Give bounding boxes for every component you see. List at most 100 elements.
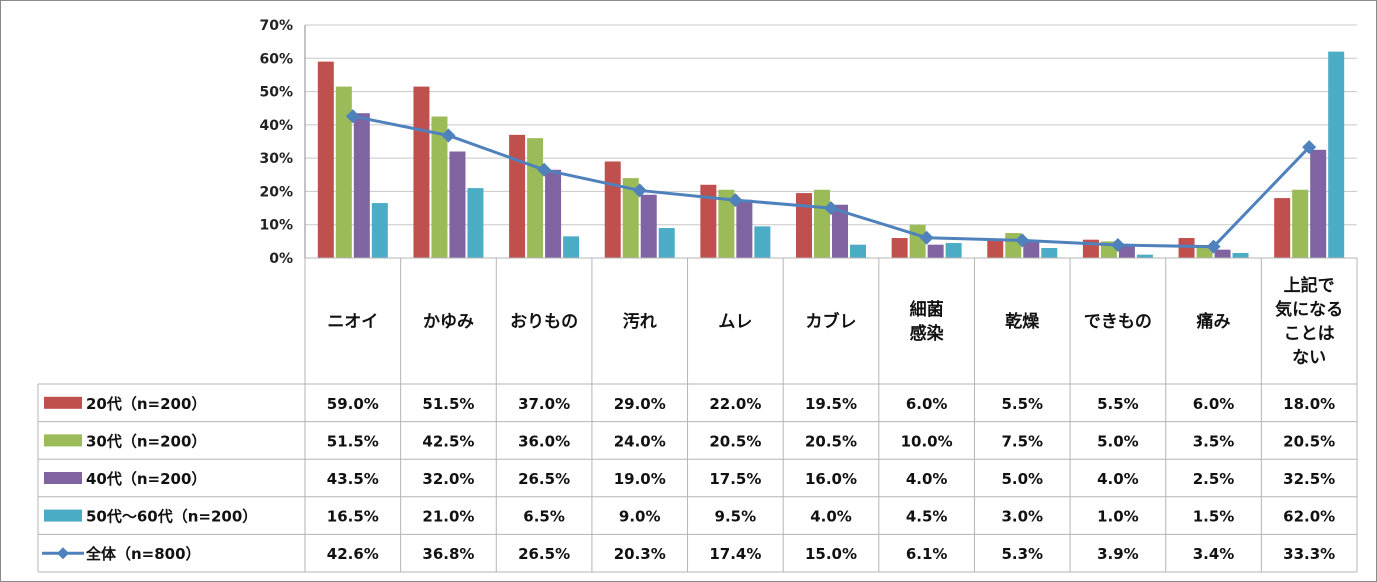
bar-series-2-cat-1 <box>449 151 466 258</box>
line-point-cat-8 <box>1110 238 1125 253</box>
category-label: 痛み <box>1197 311 1231 332</box>
y-tick-label: 10% <box>259 218 293 234</box>
table-cell: 29.0% <box>614 395 666 413</box>
bar-series-3-cat-2 <box>563 236 580 258</box>
table-cell: 9.0% <box>619 508 661 526</box>
bar-series-0-cat-2 <box>509 134 526 258</box>
table-cell: 5.0% <box>1001 470 1043 488</box>
table-cell: 4.0% <box>906 470 948 488</box>
line-point-cat-2 <box>537 162 552 177</box>
bar-series-1-cat-2 <box>527 138 544 258</box>
table-cell: 17.4% <box>709 545 761 563</box>
category-label: できもの <box>1084 312 1152 332</box>
bar-series-0-cat-7 <box>987 239 1004 258</box>
table-cell: 42.5% <box>422 432 474 450</box>
table-cell: 33.3% <box>1283 545 1335 563</box>
category-label: 気になる <box>1274 299 1343 320</box>
legend-key-marker <box>57 547 69 560</box>
y-tick-label: 30% <box>259 151 293 167</box>
y-tick-label: 70% <box>259 18 293 34</box>
table-cell: 20.5% <box>805 432 857 450</box>
legend-key-bar-2 <box>44 472 82 484</box>
bar-series-1-cat-9 <box>1196 246 1213 258</box>
category-label: ニオイ <box>327 312 378 332</box>
bar-series-3-cat-4 <box>754 226 771 258</box>
table-cell: 6.0% <box>1193 395 1235 413</box>
line-point-cat-3 <box>632 183 647 198</box>
table-cell: 5.5% <box>1097 395 1139 413</box>
bar-series-2-cat-5 <box>832 204 848 258</box>
bar-series-1-cat-10 <box>1292 189 1309 258</box>
table-cell: 3.9% <box>1097 545 1139 563</box>
bar-series-0-cat-6 <box>891 238 908 258</box>
category-label: ムレ <box>718 312 752 332</box>
bar-series-2-cat-8 <box>1118 244 1135 258</box>
line-point-cat-10 <box>1302 140 1317 155</box>
table-cell: 22.0% <box>709 395 761 413</box>
category-label: 汚れ <box>623 311 657 332</box>
category-label: カブレ <box>806 311 857 332</box>
category-label: ない <box>1292 348 1326 368</box>
legend-key-bar-0 <box>44 396 82 409</box>
table-cell: 3.5% <box>1193 432 1235 450</box>
category-label: 上記で <box>1284 275 1335 296</box>
table-cell: 24.0% <box>614 432 666 450</box>
table-cell: 9.5% <box>715 508 757 526</box>
category-label: 乾燥 <box>1005 311 1040 332</box>
bar-series-3-cat-8 <box>1136 254 1153 258</box>
bar-series-3-cat-5 <box>850 244 866 258</box>
y-tick-label: 40% <box>259 118 293 134</box>
bar-series-3-cat-7 <box>1041 248 1058 258</box>
bar-series-1-cat-5 <box>814 189 830 258</box>
table-cell: 26.5% <box>518 470 570 488</box>
table-cell: 21.0% <box>422 508 474 526</box>
table-cell: 5.0% <box>1097 432 1139 450</box>
bar-series-0-cat-10 <box>1274 198 1291 258</box>
table-cell: 32.0% <box>422 470 474 488</box>
y-tick-label: 0% <box>269 251 293 267</box>
y-tick-label: 60% <box>259 51 293 67</box>
bar-series-1-cat-0 <box>335 86 352 258</box>
category-label: かゆみ <box>423 312 474 332</box>
bar-series-1-cat-6 <box>909 224 926 258</box>
table-cell: 5.3% <box>1001 545 1043 563</box>
bar-series-2-cat-3 <box>640 194 657 258</box>
category-label: 細菌 <box>910 299 944 320</box>
bar-series-1-cat-1 <box>431 116 448 259</box>
y-tick-label: 50% <box>259 85 293 101</box>
bar-series-0-cat-4 <box>700 184 717 258</box>
bar-series-0-cat-9 <box>1178 238 1195 258</box>
bar-series-0-cat-5 <box>796 193 812 258</box>
table-cell: 3.0% <box>1001 508 1043 526</box>
bar-series-3-cat-6 <box>945 243 962 258</box>
legend-label-3: 50代～60代（n=200） <box>86 508 257 526</box>
line-series-total <box>352 114 1311 249</box>
table-cell: 10.0% <box>901 432 953 450</box>
legend-label-2: 40代（n=200） <box>86 470 206 488</box>
table-cell: 59.0% <box>327 395 379 413</box>
bar-series-2-cat-9 <box>1214 249 1231 258</box>
line-point-cat-9 <box>1206 239 1221 254</box>
table-cell: 43.5% <box>327 470 379 488</box>
y-tick-label: 20% <box>259 184 293 200</box>
table-cell: 32.5% <box>1283 470 1335 488</box>
table-cell: 19.0% <box>614 470 666 488</box>
table-cell: 15.0% <box>805 545 857 563</box>
table-cell: 62.0% <box>1283 508 1335 526</box>
table-cell: 36.0% <box>518 432 570 450</box>
bar-series-0-cat-3 <box>604 161 621 258</box>
table-cell: 16.5% <box>327 508 379 526</box>
bar-series-3-cat-9 <box>1232 253 1249 258</box>
line-point-cat-7 <box>1015 233 1030 248</box>
bar-series-3-cat-0 <box>371 203 388 258</box>
table-cell: 20.3% <box>614 545 666 563</box>
line-point-cat-1 <box>441 128 456 143</box>
line-point-cat-5 <box>824 201 838 216</box>
table-cell: 4.0% <box>810 508 852 526</box>
table-cell: 51.5% <box>327 432 379 450</box>
line-point-cat-4 <box>728 193 743 208</box>
legend-key-bar-1 <box>44 434 82 447</box>
line-point-cat-6 <box>919 230 934 245</box>
